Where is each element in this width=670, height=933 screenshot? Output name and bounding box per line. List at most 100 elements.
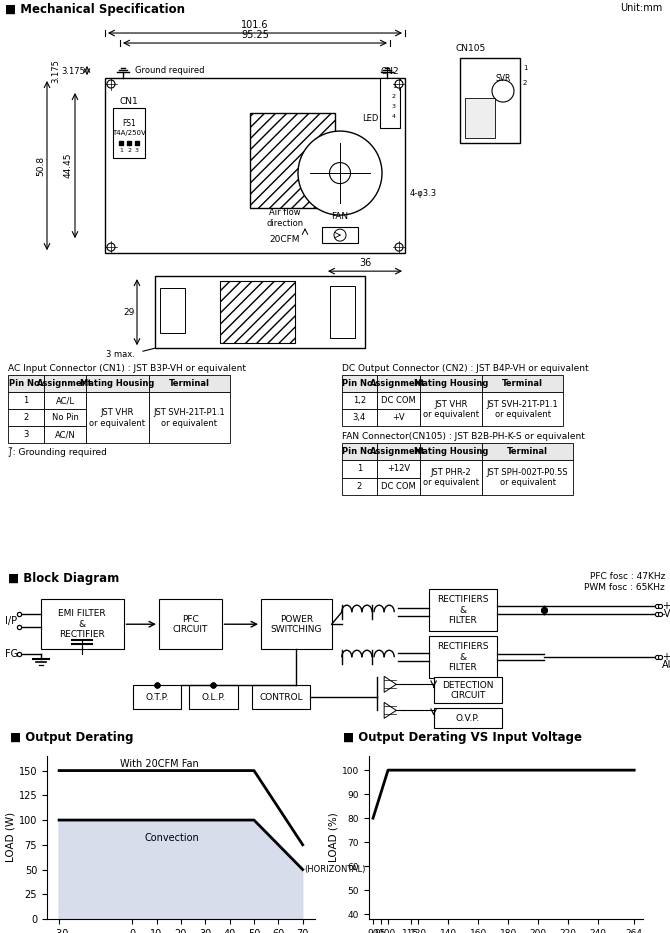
- Bar: [149, 375, 230, 392]
- Text: Mating Housing: Mating Housing: [80, 379, 155, 388]
- Bar: [220, 281, 295, 343]
- Circle shape: [107, 244, 115, 251]
- Text: FAN Connector(CN105) : JST B2B-PH-K-S or equivalent: FAN Connector(CN105) : JST B2B-PH-K-S or…: [342, 432, 585, 441]
- Bar: [482, 392, 563, 426]
- Text: -V: -V: [662, 609, 670, 620]
- Bar: [252, 686, 310, 709]
- Text: 3: 3: [135, 147, 139, 153]
- Bar: [377, 461, 419, 478]
- Bar: [377, 375, 419, 392]
- Text: ■ Mechanical Specification: ■ Mechanical Specification: [5, 3, 185, 16]
- Text: ■ Output Derating: ■ Output Derating: [10, 731, 133, 744]
- Bar: [159, 599, 222, 649]
- Bar: [44, 392, 86, 410]
- Bar: [322, 227, 358, 244]
- Text: Assignment: Assignment: [37, 379, 93, 388]
- Text: 101.6: 101.6: [241, 20, 269, 30]
- Text: 1,2: 1,2: [353, 397, 366, 405]
- Text: CN1: CN1: [120, 97, 139, 106]
- Circle shape: [334, 230, 346, 241]
- Bar: [105, 78, 405, 253]
- Text: 1: 1: [357, 465, 362, 473]
- Text: JST VHR
or equivalent: JST VHR or equivalent: [423, 399, 479, 419]
- Circle shape: [298, 131, 382, 216]
- Bar: [9, 410, 44, 426]
- Bar: [330, 286, 355, 338]
- Bar: [9, 426, 44, 443]
- Text: JST SVH-21T-P1.1
or equivalent: JST SVH-21T-P1.1 or equivalent: [153, 408, 225, 427]
- Text: 1: 1: [392, 84, 396, 89]
- Bar: [133, 686, 181, 709]
- Text: LED: LED: [362, 114, 378, 122]
- Text: CONTROL: CONTROL: [259, 693, 303, 702]
- Text: RECTIFIERS
&
FILTER: RECTIFIERS & FILTER: [438, 643, 488, 672]
- Bar: [342, 392, 377, 410]
- Bar: [433, 677, 502, 703]
- Text: PFC fosc : 47KHz
PWM fosc : 65KHz: PFC fosc : 47KHz PWM fosc : 65KHz: [584, 572, 665, 592]
- Text: No Pin: No Pin: [52, 413, 78, 423]
- Text: POWER
SWITCHING: POWER SWITCHING: [271, 615, 322, 634]
- Text: 1: 1: [23, 397, 29, 405]
- Bar: [342, 375, 377, 392]
- Polygon shape: [59, 820, 303, 919]
- Bar: [342, 443, 377, 461]
- Bar: [377, 478, 419, 494]
- Text: Terminal: Terminal: [169, 379, 210, 388]
- Text: 95.25: 95.25: [241, 30, 269, 40]
- Text: RECTIFIERS
&
FILTER: RECTIFIERS & FILTER: [438, 595, 488, 625]
- Bar: [189, 686, 238, 709]
- Text: Pin No.: Pin No.: [9, 379, 43, 388]
- Text: JST SVH-21T-P1.1
or equivalent: JST SVH-21T-P1.1 or equivalent: [486, 399, 558, 419]
- Bar: [44, 426, 86, 443]
- Bar: [44, 375, 86, 392]
- Text: +12V: +12V: [387, 465, 410, 473]
- Text: 2: 2: [23, 413, 29, 423]
- Text: 4: 4: [392, 114, 396, 118]
- Text: +12V: +12V: [662, 652, 670, 662]
- Text: 3: 3: [23, 430, 29, 439]
- Bar: [86, 392, 149, 443]
- Text: +V: +V: [662, 601, 670, 611]
- Text: 3,4: 3,4: [353, 413, 366, 423]
- Text: 4-φ3.3: 4-φ3.3: [410, 188, 437, 198]
- Bar: [419, 375, 482, 392]
- Bar: [9, 375, 44, 392]
- Circle shape: [395, 244, 403, 251]
- Text: O.L.P.: O.L.P.: [201, 693, 226, 702]
- Text: 3.175: 3.175: [51, 59, 60, 83]
- Text: Terminal: Terminal: [507, 448, 548, 456]
- Bar: [155, 276, 365, 348]
- Text: CN2: CN2: [381, 67, 399, 77]
- Text: 2: 2: [523, 80, 527, 86]
- Bar: [9, 392, 44, 410]
- Text: FG: FG: [5, 649, 18, 660]
- Text: EMI FILTER
&
RECTIFIER: EMI FILTER & RECTIFIER: [58, 609, 106, 639]
- Text: Terminal: Terminal: [502, 379, 543, 388]
- Bar: [429, 589, 497, 632]
- Text: 44.45: 44.45: [64, 153, 73, 178]
- Text: Assignment: Assignment: [371, 379, 426, 388]
- Text: 29: 29: [124, 308, 135, 316]
- Text: 3: 3: [392, 104, 396, 108]
- Text: AC/N: AC/N: [54, 430, 75, 439]
- Polygon shape: [384, 703, 396, 718]
- Text: O.T.P.: O.T.P.: [145, 693, 169, 702]
- Bar: [44, 410, 86, 426]
- Text: 2: 2: [392, 93, 396, 99]
- Circle shape: [492, 80, 514, 102]
- Text: JST SPH-002T-P0.5S
or equivalent: JST SPH-002T-P0.5S or equivalent: [487, 467, 568, 487]
- Text: DETECTION
CIRCUIT: DETECTION CIRCUIT: [442, 681, 494, 700]
- Text: JST PHR-2
or equivalent: JST PHR-2 or equivalent: [423, 467, 479, 487]
- Text: Pin No.: Pin No.: [342, 448, 377, 456]
- Y-axis label: LOAD (W): LOAD (W): [6, 813, 16, 862]
- Bar: [149, 392, 230, 443]
- Bar: [465, 98, 495, 138]
- Text: AC Input Connector (CN1) : JST B3P-VH or equivalent: AC Input Connector (CN1) : JST B3P-VH or…: [9, 364, 247, 373]
- Bar: [433, 708, 502, 729]
- Text: 2: 2: [357, 481, 362, 491]
- Bar: [342, 461, 377, 478]
- Text: T4A/250V: T4A/250V: [112, 130, 146, 136]
- Bar: [342, 410, 377, 426]
- Polygon shape: [384, 676, 396, 692]
- Text: Pin No.: Pin No.: [342, 379, 377, 388]
